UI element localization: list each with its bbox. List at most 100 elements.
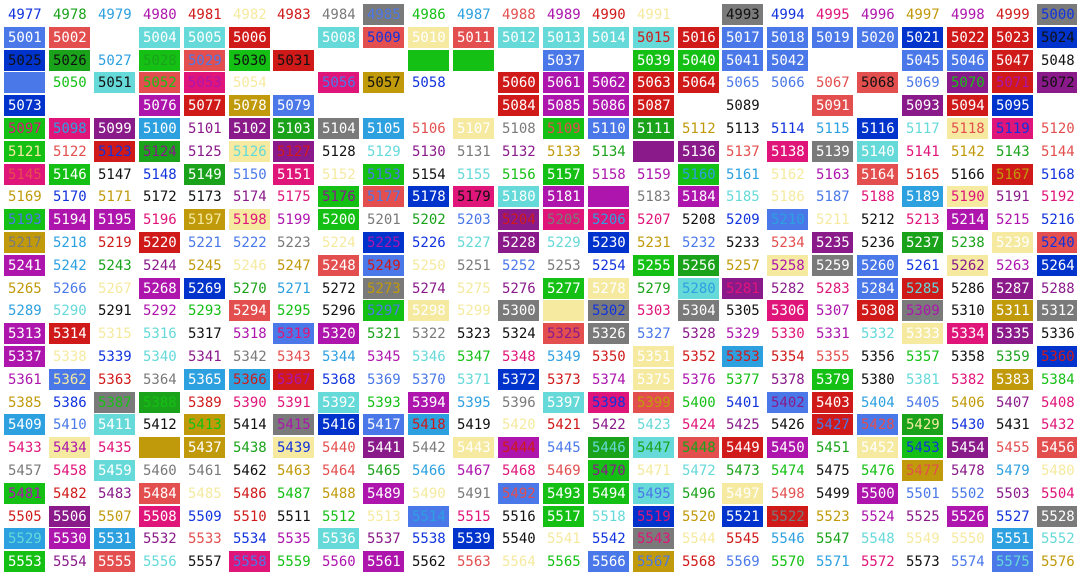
number-cell: 5145 bbox=[4, 164, 45, 185]
number-cell: 4996 bbox=[857, 4, 898, 25]
number-cell: 5187 bbox=[812, 186, 853, 207]
number-cell: 5226 bbox=[408, 232, 449, 253]
number-cell: 5507 bbox=[94, 506, 135, 527]
number-cell: 5059 bbox=[453, 72, 494, 93]
number-cell: 5557 bbox=[184, 551, 225, 572]
number-cell: 5085 bbox=[543, 95, 584, 116]
number-cell: 5409 bbox=[4, 414, 45, 435]
number-cell: 5491 bbox=[453, 483, 494, 504]
number-cell: 5425 bbox=[722, 414, 763, 435]
number-cell: 5458 bbox=[49, 460, 90, 481]
number-cell: 5201 bbox=[363, 209, 404, 230]
number-cell: 5058 bbox=[408, 72, 449, 93]
number-cell: 5063 bbox=[633, 72, 674, 93]
number-cell: 5344 bbox=[318, 346, 359, 367]
number-cell: 5193 bbox=[4, 209, 45, 230]
number-cell: 4988 bbox=[498, 4, 539, 25]
number-cell: 5384 bbox=[1037, 369, 1077, 390]
number-cell: 5008 bbox=[318, 27, 359, 48]
number-cell: 5421 bbox=[543, 414, 584, 435]
number-cell: 5038 bbox=[588, 50, 629, 71]
number-cell: 5121 bbox=[4, 141, 45, 162]
number-cell: 5243 bbox=[94, 255, 135, 276]
number-cell: 5492 bbox=[498, 483, 539, 504]
number-cell: 4983 bbox=[273, 4, 314, 25]
number-cell: 5165 bbox=[902, 164, 943, 185]
number-cell: 5212 bbox=[857, 209, 898, 230]
number-cell: 5522 bbox=[767, 506, 808, 527]
number-cell: 5413 bbox=[184, 414, 225, 435]
number-cell: 5364 bbox=[139, 369, 180, 390]
number-cell: 5513 bbox=[363, 506, 404, 527]
number-cell: 5239 bbox=[992, 232, 1033, 253]
number-cell: 5494 bbox=[588, 483, 629, 504]
number-cell: 5381 bbox=[902, 369, 943, 390]
number-cell: 5230 bbox=[588, 232, 629, 253]
number-cell: 5337 bbox=[4, 346, 45, 367]
number-cell: 5495 bbox=[633, 483, 674, 504]
number-cell: 5423 bbox=[633, 414, 674, 435]
number-cell: 5307 bbox=[812, 300, 853, 321]
number-cell: 5142 bbox=[947, 141, 988, 162]
number-cell: 5433 bbox=[4, 437, 45, 458]
number-cell: 5197 bbox=[184, 209, 225, 230]
number-cell: 5361 bbox=[4, 369, 45, 390]
number-cell: 5024 bbox=[1037, 27, 1077, 48]
number-cell: 5456 bbox=[1037, 437, 1077, 458]
number-cell: 5548 bbox=[857, 528, 898, 549]
number-cell: 5467 bbox=[453, 460, 494, 481]
number-cell: 5123 bbox=[94, 141, 135, 162]
number-cell: 5078 bbox=[229, 95, 270, 116]
number-cell: 5206 bbox=[588, 209, 629, 230]
number-cell: 5011 bbox=[453, 27, 494, 48]
number-cell: 5115 bbox=[812, 118, 853, 139]
number-cell: 5196 bbox=[139, 209, 180, 230]
number-cell: 5086 bbox=[588, 95, 629, 116]
number-cell: 5222 bbox=[229, 232, 270, 253]
number-cell: 5485 bbox=[184, 483, 225, 504]
number-cell: 5124 bbox=[139, 141, 180, 162]
number-cell: 5272 bbox=[318, 278, 359, 299]
number-cell: 5308 bbox=[857, 300, 898, 321]
number-cell: 5549 bbox=[902, 528, 943, 549]
number-cell: 5156 bbox=[498, 164, 539, 185]
number-cell: 5040 bbox=[678, 50, 719, 71]
number-cell: 5565 bbox=[543, 551, 584, 572]
number-cell: 5325 bbox=[543, 323, 584, 344]
number-cell: 5091 bbox=[812, 95, 853, 116]
number-cell: 5106 bbox=[408, 118, 449, 139]
number-cell: 5523 bbox=[812, 506, 853, 527]
number-cell: 5155 bbox=[453, 164, 494, 185]
number-cell: 5251 bbox=[453, 255, 494, 276]
number-cell: 5471 bbox=[633, 460, 674, 481]
number-cell: 5094 bbox=[947, 95, 988, 116]
number-cell: 5111 bbox=[633, 118, 674, 139]
number-cell: 5575 bbox=[992, 551, 1033, 572]
number-cell: 4985 bbox=[363, 4, 404, 25]
number-cell: 5081 bbox=[363, 95, 404, 116]
number-cell: 5117 bbox=[902, 118, 943, 139]
number-cell: 5104 bbox=[318, 118, 359, 139]
number-cell: 5543 bbox=[633, 528, 674, 549]
number-cell: 5576 bbox=[1037, 551, 1077, 572]
number-cell: 5353 bbox=[722, 346, 763, 367]
number-cell: 5172 bbox=[139, 186, 180, 207]
number-cell: 5393 bbox=[363, 392, 404, 413]
number-cell: 5180 bbox=[498, 186, 539, 207]
number-cell: 5073 bbox=[4, 95, 45, 116]
number-cell: 5242 bbox=[49, 255, 90, 276]
number-cell: 5171 bbox=[94, 186, 135, 207]
number-cell: 5474 bbox=[767, 460, 808, 481]
number-cell: 5147 bbox=[94, 164, 135, 185]
number-cell: 5190 bbox=[947, 186, 988, 207]
number-cell: 5144 bbox=[1037, 141, 1077, 162]
number-cell: 5061 bbox=[543, 72, 584, 93]
number-cell: 5163 bbox=[812, 164, 853, 185]
number-cell: 5542 bbox=[588, 528, 629, 549]
number-cell: 5205 bbox=[543, 209, 584, 230]
number-cell: 5159 bbox=[633, 164, 674, 185]
number-cell: 5217 bbox=[4, 232, 45, 253]
number-cell: 5280 bbox=[678, 278, 719, 299]
number-cell: 5195 bbox=[94, 209, 135, 230]
